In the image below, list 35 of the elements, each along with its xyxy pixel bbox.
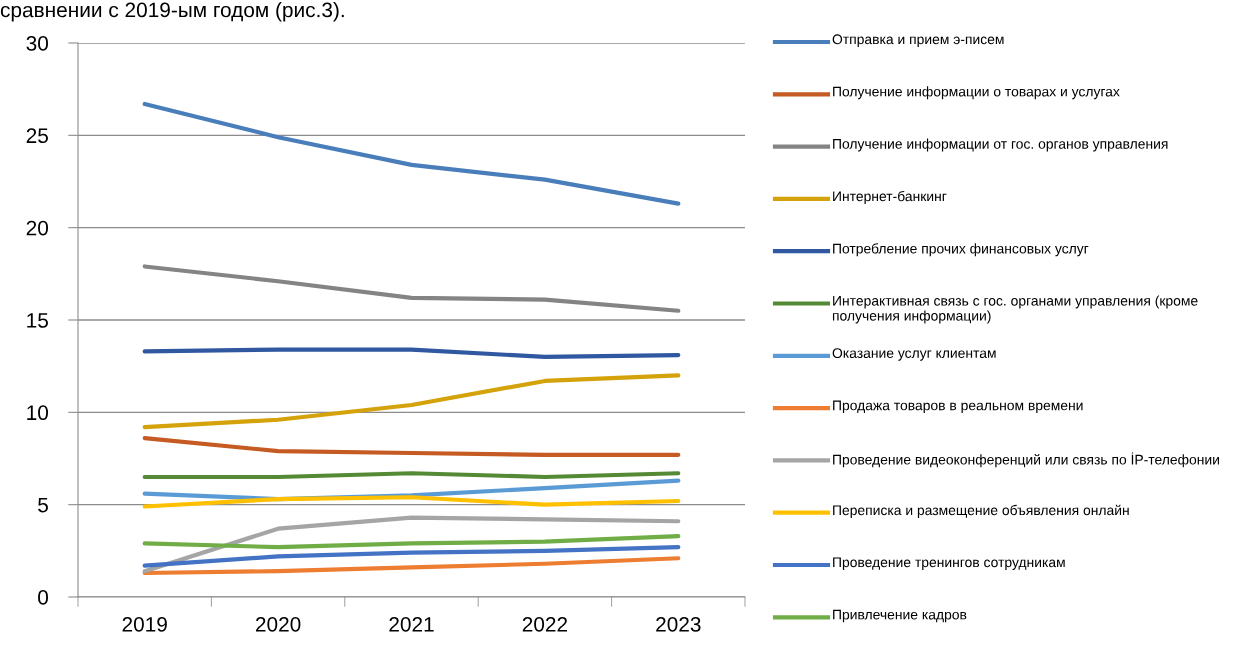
line-series — [142, 264, 681, 313]
legend-label: Отправка и прием э-писем — [832, 34, 1004, 47]
legend-label: Получение информации о товарах и услугах — [833, 86, 1120, 100]
line-series — [142, 373, 681, 430]
legend-label: Продажа товаров в реальном времени — [833, 400, 1083, 414]
x-tick-label: 2022 — [522, 616, 568, 632]
line-series — [142, 101, 681, 206]
y-tick-label: 5 — [38, 497, 48, 513]
y-tick-label: 15 — [27, 313, 48, 328]
text: сравнении с 2019-ым годом (рис.3). — [0, 2, 344, 22]
legend-label: Переписка и размещение объявления онлайн — [833, 504, 1129, 518]
legend-label: Получение информации от гос. органов управления — [833, 138, 1168, 152]
x-tick-label: 2019 — [122, 616, 167, 632]
x-tick-label: 2023 — [656, 616, 701, 632]
line-series — [142, 533, 681, 550]
y-tick-label: 0 — [38, 590, 49, 605]
line-series — [142, 556, 681, 576]
line-series — [142, 545, 681, 568]
y-tick-label: 30 — [26, 36, 49, 51]
line-series — [142, 495, 681, 509]
legend-label: Интерактивная связь с гос. органами управления (кроме получения информации) — [832, 295, 1198, 324]
legend-label: Интернет-банкинг — [833, 190, 947, 204]
legend-label: Проведение тренингов сотрудникам — [833, 557, 1065, 570]
line-series — [142, 347, 681, 360]
y-tick-label: 25 — [26, 128, 48, 144]
x-tick-label: 2021 — [389, 616, 434, 632]
y-tick-label: 10 — [27, 405, 49, 421]
legend-label: Потребление прочих финансовых услуг — [833, 243, 1089, 257]
legend-label: Проведение видеоконференций или связь по İP-телефонии — [833, 452, 1219, 468]
legend-label: Оказание услуг клиентам — [832, 348, 996, 361]
legend-label: Привлечение кадров — [833, 609, 967, 623]
y-tick-label: 20 — [26, 220, 49, 236]
line-series — [142, 436, 681, 457]
x-tick-label: 2020 — [255, 616, 301, 632]
line-series — [142, 515, 681, 574]
